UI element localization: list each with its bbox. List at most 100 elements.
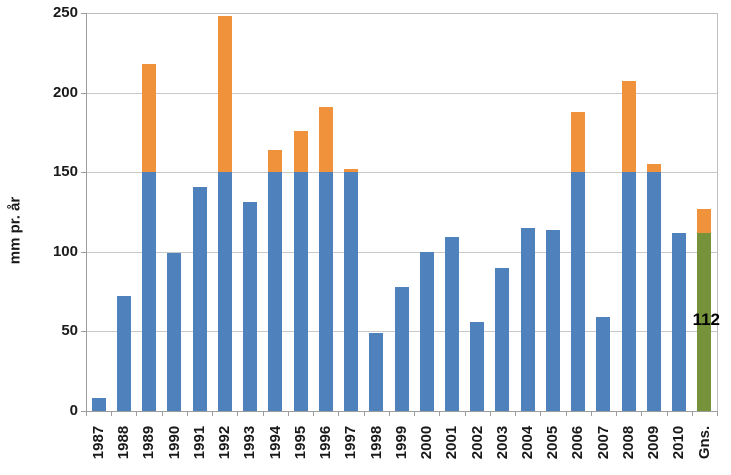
- x-tick-label-2004: 2004: [519, 425, 537, 459]
- bar-2009-excess: [646, 164, 661, 173]
- x-tick-18: [540, 411, 542, 416]
- x-tick-label-1996: 1996: [317, 425, 335, 459]
- x-tick-label-1995: 1995: [292, 425, 310, 459]
- x-tick-label-Gns.: Gns.: [695, 425, 713, 459]
- bar-1996-excess: [318, 106, 333, 173]
- x-tick-13: [414, 411, 416, 416]
- bar-2005-base: [545, 229, 560, 411]
- bar-1990-base: [167, 253, 182, 411]
- bar-2008-base: [621, 172, 636, 411]
- x-tick-label-1999: 1999: [393, 425, 410, 459]
- gridline-150: [86, 172, 717, 174]
- x-tick-19: [565, 411, 567, 416]
- x-tick-0: [86, 411, 87, 416]
- x-tick-9: [313, 411, 315, 416]
- x-tick-7: [262, 411, 264, 416]
- bar-1991-base: [192, 186, 207, 411]
- x-tick-label-2007: 2007: [594, 425, 612, 459]
- bar-1989-excess: [142, 63, 157, 173]
- y-tick-100: [81, 251, 86, 253]
- y-axis-title-text: mm pr. år: [6, 196, 24, 264]
- x-tick-24: [691, 411, 693, 416]
- x-tick-label-1991: 1991: [191, 425, 209, 459]
- bar-2003-base: [495, 267, 510, 411]
- y-axis-title: mm pr. år: [2, 120, 28, 340]
- bar-1992-base: [217, 172, 232, 411]
- x-axis-line: [86, 411, 718, 412]
- x-tick-label-1993: 1993: [241, 425, 259, 459]
- x-tick-label-2008: 2008: [620, 425, 638, 459]
- bar-1987-base: [91, 398, 106, 411]
- bar-1996-base: [318, 172, 333, 411]
- y-tick-250: [81, 13, 86, 14]
- bar-2006-excess: [571, 111, 586, 173]
- x-tick-label-1994: 1994: [266, 425, 284, 459]
- x-tick-25: [717, 411, 718, 416]
- bar-1999-base: [394, 286, 409, 411]
- x-tick-label-2005: 2005: [544, 425, 562, 459]
- bar-1997-base: [344, 172, 359, 411]
- x-tick-label-1988: 1988: [115, 425, 133, 459]
- bar-1995-base: [293, 172, 308, 411]
- x-tick-label-1998: 1998: [367, 425, 385, 459]
- bar-1992-excess: [217, 16, 232, 173]
- x-tick-8: [287, 411, 289, 416]
- bar-2007-base: [596, 317, 611, 411]
- y-tick-200: [81, 92, 86, 94]
- bar-2006-base: [571, 172, 586, 411]
- x-tick-label-2001: 2001: [443, 425, 461, 459]
- x-tick-label-1997: 1997: [342, 425, 360, 459]
- plot-border-right: [717, 13, 718, 412]
- bar-2001-base: [444, 237, 459, 411]
- bar-2000-base: [419, 251, 434, 411]
- x-tick-1: [111, 411, 113, 416]
- y-tick-label-250: 250: [52, 4, 78, 21]
- bar-1995-excess: [293, 130, 308, 173]
- x-tick-6: [237, 411, 239, 416]
- x-tick-23: [666, 411, 668, 416]
- bar-1997-excess: [344, 169, 359, 173]
- x-tick-label-2010: 2010: [670, 425, 688, 459]
- y-tick-label-50: 50: [61, 322, 78, 340]
- gridline-200: [86, 92, 717, 94]
- bar-1998-base: [369, 333, 384, 411]
- x-tick-label-2002: 2002: [468, 425, 486, 459]
- gridline-100: [86, 251, 717, 253]
- x-tick-label-2000: 2000: [418, 425, 436, 459]
- x-tick-10: [338, 411, 340, 416]
- y-tick-label-150: 150: [52, 163, 78, 181]
- y-tick-150: [81, 172, 86, 174]
- x-tick-2: [136, 411, 138, 416]
- x-tick-4: [186, 411, 188, 416]
- y-tick-50: [81, 331, 86, 333]
- x-tick-label-1992: 1992: [216, 425, 234, 459]
- x-tick-label-1990: 1990: [165, 425, 183, 459]
- bar-2009-base: [646, 172, 661, 411]
- x-tick-20: [590, 411, 592, 416]
- y-tick-label-100: 100: [52, 242, 78, 260]
- bar-1994-base: [268, 172, 283, 411]
- y-axis-line: [86, 13, 87, 412]
- y-tick-label-0: 0: [69, 402, 78, 419]
- y-tick-0: [81, 411, 86, 412]
- plot-border-top: [86, 13, 718, 14]
- bar-Gns.-base: [697, 232, 712, 411]
- bar-2010-base: [672, 232, 687, 411]
- bar-1988-base: [116, 296, 131, 411]
- y-tick-label-200: 200: [52, 83, 78, 101]
- bar-1989-base: [142, 172, 157, 411]
- x-tick-14: [439, 411, 441, 416]
- bar-2004-base: [520, 227, 535, 411]
- x-tick-11: [363, 411, 365, 416]
- x-tick-22: [641, 411, 643, 416]
- gns-value-label: 112: [692, 310, 720, 329]
- x-tick-17: [515, 411, 517, 416]
- x-tick-3: [161, 411, 163, 416]
- x-tick-12: [388, 411, 390, 416]
- bar-1993-base: [243, 202, 258, 411]
- x-tick-label-2009: 2009: [645, 425, 663, 459]
- bar-Gns.-excess: [697, 208, 712, 233]
- x-tick-label-2006: 2006: [569, 425, 587, 459]
- bar-2008-excess: [621, 81, 636, 173]
